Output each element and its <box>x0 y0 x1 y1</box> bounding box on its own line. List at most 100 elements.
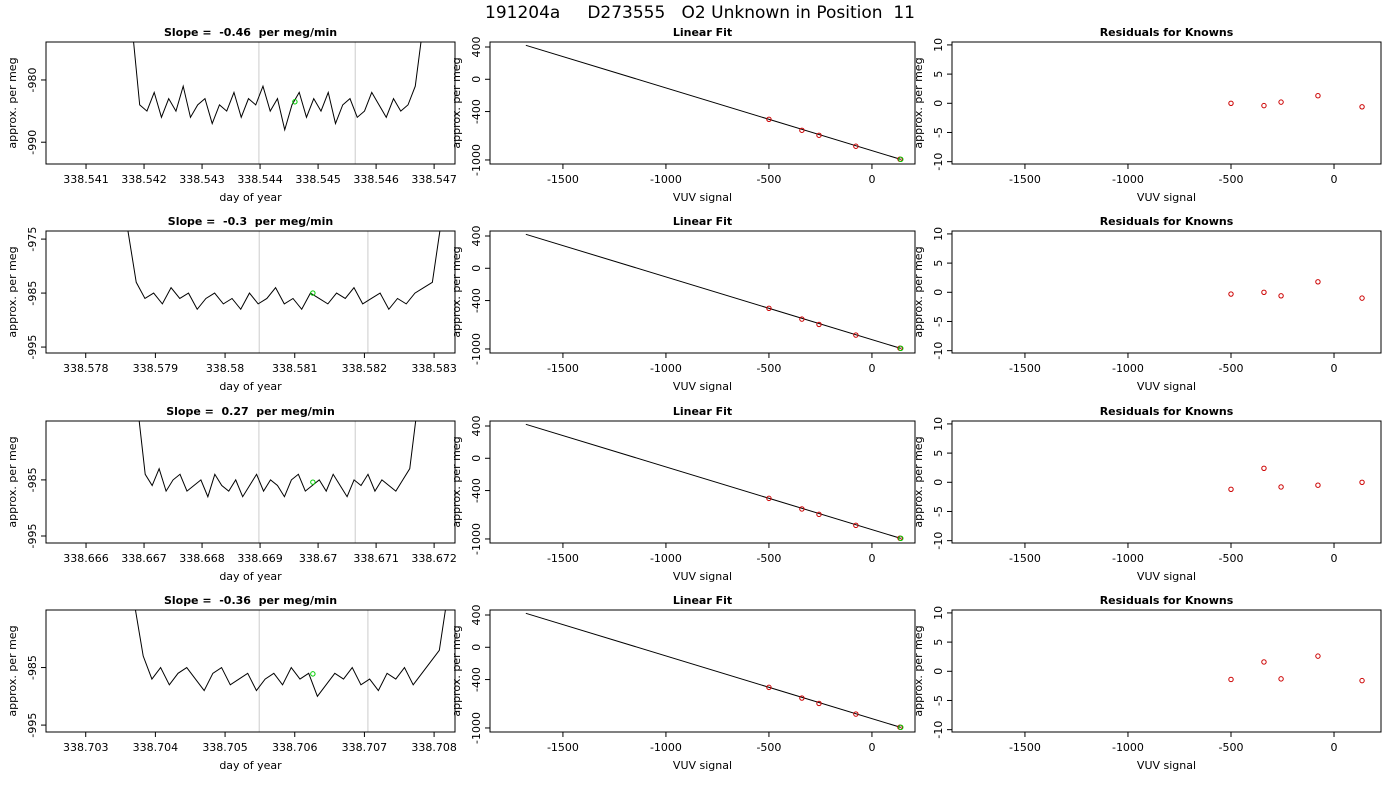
plot-frame <box>489 420 916 544</box>
x-tick-label: -1000 <box>1112 362 1144 375</box>
y-axis-label: approx. per meg <box>450 436 463 527</box>
y-axis-label: approx. per meg <box>6 57 19 148</box>
x-tick-label: -1500 <box>1009 741 1041 754</box>
panel: Linear Fit VUV signal approx. per meg -1500… <box>450 594 916 772</box>
y-tick-label: -995 <box>26 713 39 738</box>
y-axis-label: approx. per meg <box>450 57 463 148</box>
y-tick-label: -10 <box>932 153 945 171</box>
x-tick-label: 338.705 <box>202 741 248 754</box>
y-tick-label: -400 <box>470 99 483 124</box>
y-axis-label: approx. per meg <box>450 625 463 716</box>
y-tick-label: -985 <box>26 281 39 306</box>
y-tick-label: -975 <box>26 227 39 252</box>
x-axis-label: VUV signal <box>673 759 732 772</box>
x-tick-label: 338.582 <box>342 362 388 375</box>
y-tick-label: 10 <box>932 227 945 241</box>
panel-title: Linear Fit <box>673 594 732 607</box>
data-point <box>898 345 904 352</box>
panel: Slope = -0.36 per meg/min day of year appr… <box>6 594 457 772</box>
panel-title: Slope = -0.46 per meg/min <box>164 26 337 39</box>
y-tick-label: 5 <box>932 450 945 457</box>
y-tick-label: -1000 <box>470 144 483 176</box>
x-tick-label: -500 <box>756 552 781 565</box>
panel: Residuals for Knowns VUV signal approx. pe… <box>912 26 1382 204</box>
x-tick-label: -1000 <box>1112 741 1144 754</box>
y-axis-label: approx. per meg <box>6 246 19 337</box>
y-tick-label: 10 <box>932 417 945 431</box>
data-point <box>898 724 904 731</box>
x-tick-label: -500 <box>1219 552 1244 565</box>
y-tick-label: -5 <box>932 695 945 706</box>
y-tick-label: -995 <box>26 335 39 360</box>
y-tick-label: -10 <box>932 721 945 739</box>
y-tick-label: 400 <box>470 226 483 247</box>
x-tick-label: -1500 <box>547 362 579 375</box>
data-point <box>799 506 805 512</box>
y-tick-label: -400 <box>470 667 483 692</box>
x-tick-label: 338.666 <box>63 552 109 565</box>
y-tick-label: 400 <box>470 37 483 58</box>
plot-frame <box>489 609 916 733</box>
x-tick-label: -1000 <box>650 173 682 186</box>
y-tick-label: 0 <box>470 455 483 462</box>
y-tick-label: 0 <box>470 644 483 651</box>
plot-area <box>525 44 904 163</box>
x-tick-label: 338.541 <box>63 173 109 186</box>
data-point <box>816 511 822 518</box>
data-point <box>853 143 859 149</box>
y-tick-label: -1000 <box>470 712 483 744</box>
data-point <box>816 321 822 328</box>
x-axis-label: day of year <box>219 759 282 772</box>
plot-area <box>1228 93 1365 110</box>
x-tick-label: -1500 <box>1009 173 1041 186</box>
fit-line <box>525 423 901 539</box>
panel-title: Residuals for Knowns <box>1100 405 1234 418</box>
x-tick-label: -1500 <box>547 741 579 754</box>
plot-frame <box>45 420 456 544</box>
y-tick-label: 10 <box>932 606 945 620</box>
y-axis-label: approx. per meg <box>450 246 463 337</box>
plot-area <box>1228 279 1365 301</box>
y-tick-label: 0 <box>470 76 483 83</box>
panel: Residuals for Knowns VUV signal approx. pe… <box>912 405 1382 583</box>
plot-frame <box>45 230 456 354</box>
y-axis-label: approx. per meg <box>912 625 925 716</box>
plot-frame <box>489 41 916 165</box>
y-tick-label: 0 <box>932 289 945 296</box>
x-tick-label: 0 <box>868 362 875 375</box>
data-point <box>1359 104 1365 110</box>
data-point <box>766 305 772 311</box>
y-tick-label: -10 <box>932 532 945 550</box>
y-tick-label: -985 <box>26 467 39 492</box>
unknown-point <box>310 290 316 296</box>
data-point <box>1261 102 1267 109</box>
plot-area <box>134 610 446 732</box>
data-line <box>133 42 422 132</box>
y-tick-label: 400 <box>470 605 483 626</box>
y-tick-label: -985 <box>26 655 39 680</box>
x-tick-label: -500 <box>756 173 781 186</box>
data-point <box>766 495 772 502</box>
x-tick-label: 0 <box>868 173 875 186</box>
plot-frame <box>951 230 1382 354</box>
plot-area <box>127 231 441 353</box>
x-tick-label: 338.542 <box>121 173 167 186</box>
plot-area <box>525 612 904 731</box>
panel-title: Residuals for Knowns <box>1100 215 1234 228</box>
y-tick-label: 0 <box>932 479 945 486</box>
x-tick-label: 338.707 <box>342 741 388 754</box>
y-axis-label: approx. per meg <box>912 57 925 148</box>
x-tick-label: 338.578 <box>63 362 109 375</box>
x-tick-label: 338.583 <box>411 362 457 375</box>
panel: Residuals for Knowns VUV signal approx. pe… <box>912 215 1382 393</box>
x-axis-label: VUV signal <box>1137 570 1196 583</box>
panel: Slope = 0.27 per meg/min day of year appro… <box>6 405 457 583</box>
data-point <box>853 522 859 529</box>
x-tick-label: 338.706 <box>272 741 318 754</box>
data-point <box>1278 484 1284 490</box>
data-point <box>1359 677 1365 684</box>
x-tick-label: -500 <box>756 741 781 754</box>
panel-title: Linear Fit <box>673 26 732 39</box>
data-point <box>1278 99 1284 105</box>
